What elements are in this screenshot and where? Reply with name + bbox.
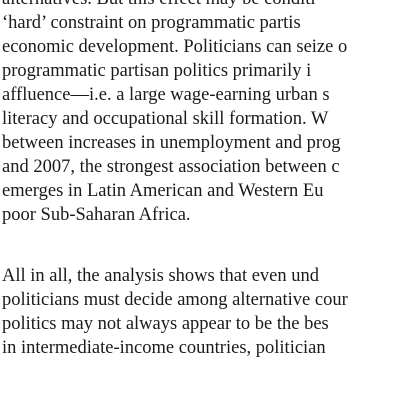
text-line: All in all, the analysis shows that even…	[2, 266, 320, 286]
text-line: ‘hard’ constraint on programmatic partis	[2, 13, 301, 33]
text-line: alternatives. But this effect may be con…	[2, 0, 316, 11]
text-line: politicians must decide among alternativ…	[2, 290, 348, 310]
text-line: affluence—i.e. a large wage-earning urba…	[2, 85, 330, 105]
text-line: poor Sub-Saharan Africa.	[2, 205, 191, 225]
text-line: politics may not always appear to be the…	[2, 314, 329, 334]
text-line: between increases in unemployment and pr…	[2, 133, 341, 153]
text-line: economic development. Politicians can se…	[2, 37, 348, 57]
text-line: and 2007, the strongest association betw…	[2, 157, 340, 177]
text-line: emerges in Latin American and Western Eu	[2, 181, 324, 201]
text-line: literacy and occupational skill formatio…	[2, 109, 329, 129]
text-line: programmatic partisan politics primarily…	[2, 61, 312, 81]
text-line: in intermediate-income countries, politi…	[2, 338, 326, 358]
